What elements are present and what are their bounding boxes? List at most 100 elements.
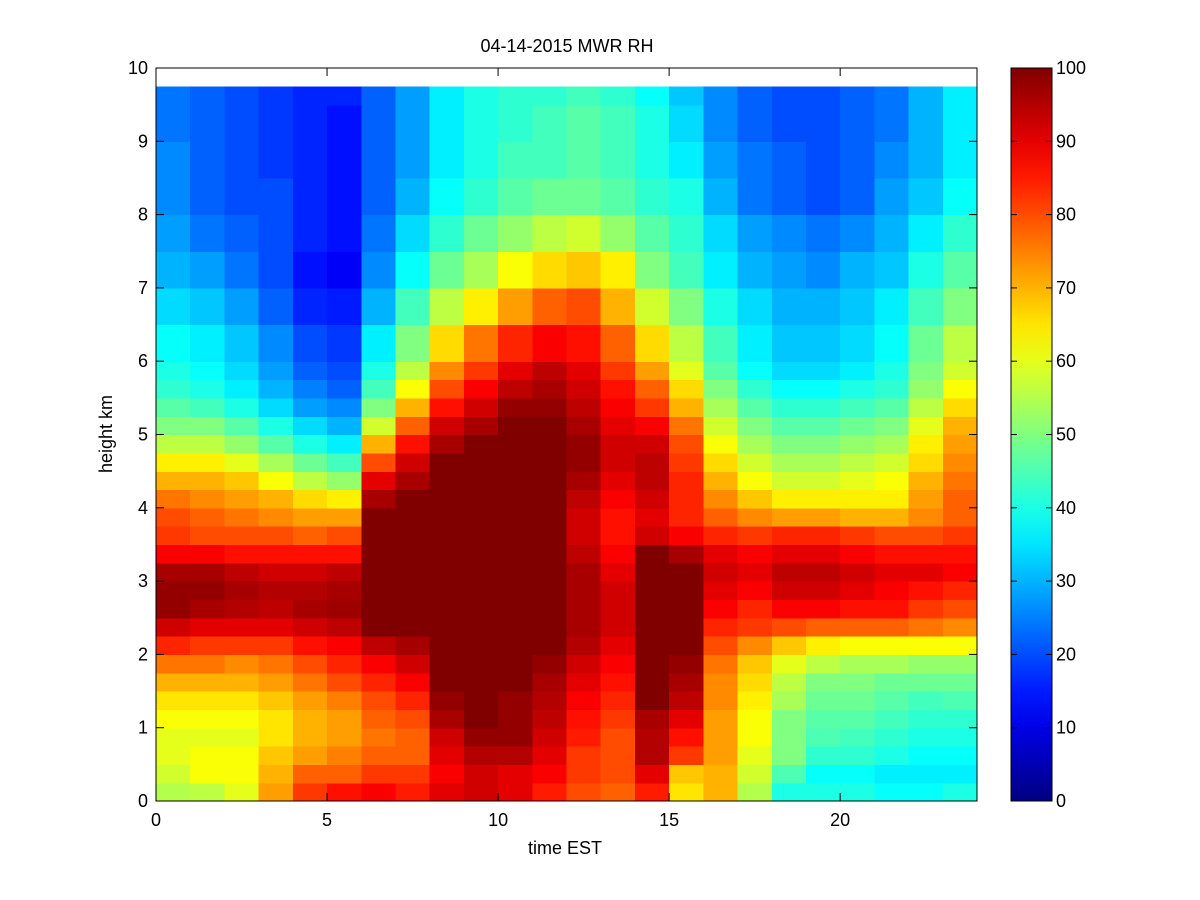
heatmap-cell [634, 177, 670, 216]
heatmap-cell [669, 599, 704, 619]
heatmap-cell [498, 782, 533, 802]
heatmap-cell [874, 691, 910, 710]
heatmap-cell [361, 764, 397, 784]
heatmap-cell [292, 397, 328, 417]
heatmap-cell [292, 177, 328, 216]
heatmap-cell [224, 104, 260, 142]
heatmap-cell [908, 599, 944, 619]
heatmap-cell [190, 434, 226, 454]
heatmap-cell [669, 672, 704, 692]
heatmap-cell [361, 562, 397, 582]
heatmap-cell [703, 544, 739, 564]
heatmap-cell [156, 526, 191, 546]
heatmap-cell [566, 654, 602, 674]
heatmap-cell [908, 141, 944, 179]
heatmap-cell [224, 177, 260, 216]
heatmap-cell [498, 361, 533, 381]
heatmap-cell [942, 544, 978, 564]
heatmap-cell [942, 141, 978, 179]
heatmap-cell [600, 709, 636, 729]
heatmap-cell [224, 489, 260, 509]
heatmap-cell [224, 581, 260, 601]
heatmap-cell [395, 581, 431, 601]
heatmap-cell [190, 489, 226, 509]
heatmap-cell [669, 489, 704, 509]
heatmap-cell [429, 379, 465, 399]
heatmap-cell [532, 581, 568, 601]
heatmap-cell [805, 379, 841, 399]
heatmap-cell [942, 434, 978, 454]
heatmap-cell [600, 251, 636, 289]
heatmap-cell [224, 471, 260, 491]
heatmap-cell [429, 141, 465, 179]
y-tick-label: 2 [138, 644, 148, 664]
heatmap-cell [805, 617, 841, 637]
heatmap-cell [463, 416, 499, 436]
heatmap-cell [737, 416, 773, 436]
heatmap-cell [292, 104, 328, 142]
heatmap-cell [805, 177, 841, 216]
heatmap-cell [737, 471, 773, 491]
heatmap-cell [498, 654, 533, 674]
heatmap-cell [258, 251, 294, 289]
heatmap-cell [292, 746, 328, 765]
heatmap-cell [327, 544, 362, 564]
heatmap-cell [361, 214, 397, 252]
heatmap-cell [156, 544, 191, 564]
heatmap-cell [634, 287, 670, 326]
heatmap-cell [292, 636, 328, 655]
heatmap-cell [703, 416, 739, 436]
heatmap-cell [942, 691, 978, 710]
heatmap-cell [874, 452, 910, 472]
heatmap-cell [463, 361, 499, 381]
heatmap-cell [224, 599, 260, 619]
heatmap-cell [634, 746, 670, 765]
heatmap-cell [942, 416, 978, 436]
heatmap-cell [156, 617, 191, 637]
heatmap-cell [703, 471, 739, 491]
heatmap-cell [532, 727, 568, 747]
heatmap-cell [463, 764, 499, 784]
heatmap-cell [669, 782, 704, 802]
heatmap-cell [805, 251, 841, 289]
colorbar-tick-label: 20 [1056, 644, 1076, 664]
heatmap-cell [771, 452, 807, 472]
heatmap-cell [908, 434, 944, 454]
heatmap-cell [840, 709, 875, 729]
heatmap-cell [669, 471, 704, 491]
heatmap-cell [942, 397, 978, 417]
y-tick-label: 7 [138, 278, 148, 298]
heatmap-cell [395, 599, 431, 619]
heatmap-cell [258, 764, 294, 784]
heatmap-cell [942, 287, 978, 326]
heatmap-cell [908, 581, 944, 601]
heatmap-cell [463, 709, 499, 729]
heatmap-cell [566, 617, 602, 637]
y-tick-label: 4 [138, 498, 148, 518]
y-tick-label: 5 [138, 425, 148, 445]
heatmap-cell [874, 617, 910, 637]
heatmap-cell [805, 471, 841, 491]
heatmap-cell [874, 599, 910, 619]
heatmap-cell [361, 452, 397, 472]
heatmap-cell [908, 544, 944, 564]
heatmap-cell [634, 379, 670, 399]
heatmap-cell [532, 361, 568, 381]
heatmap-cell [429, 452, 465, 472]
heatmap-cell [908, 104, 944, 142]
heatmap-cell [327, 397, 362, 417]
heatmap-cell [669, 416, 704, 436]
heatmap-cell [634, 672, 670, 692]
heatmap-cell [224, 672, 260, 692]
heatmap-cell [327, 709, 362, 729]
heatmap-cell [292, 324, 328, 362]
heatmap-cell [395, 709, 431, 729]
heatmap-cell [669, 764, 704, 784]
heatmap-cell [395, 617, 431, 637]
heatmap-cell [429, 691, 465, 710]
heatmap-cell [395, 636, 431, 655]
heatmap-cell [805, 287, 841, 326]
heatmap-cell [566, 214, 602, 252]
heatmap-cell [327, 452, 362, 472]
